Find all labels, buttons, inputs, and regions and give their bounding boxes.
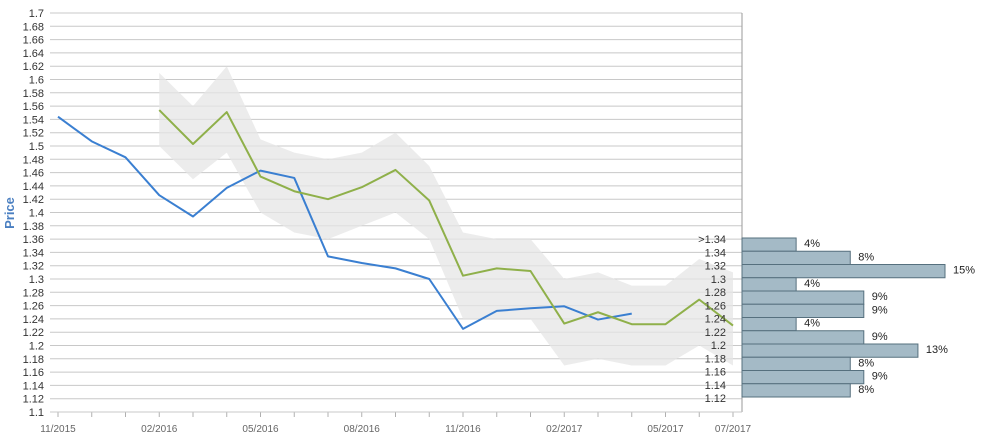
y-tick-label: 1.64 [23,48,44,60]
histogram-bin-label: 1.26 [705,300,726,312]
y-axis-label: Price [2,197,17,229]
y-tick-label: 1.48 [23,154,44,166]
histogram-percent-label: 8% [858,251,874,263]
y-tick-label: 1.52 [23,128,44,140]
histogram-percent-label: 9% [872,331,888,343]
y-tick-label: 1.34 [23,247,44,259]
y-tick-label: 1.16 [23,367,44,379]
y-tick-label: 1.14 [23,380,44,392]
y-tick-label: 1.28 [23,287,44,299]
histogram-bar [741,317,797,332]
histogram-percent-label: 8% [858,384,874,396]
histogram-bar [741,290,865,305]
histogram-bin-label: 1.28 [705,287,726,299]
actual-line [57,115,632,330]
histogram-percent-label: 9% [872,371,888,383]
histogram-bin-label: 1.3 [711,274,726,286]
y-tick-label: 1.62 [23,61,44,73]
histogram-percent-label: 15% [953,265,975,277]
y-tick-label: 1.2 [29,341,44,353]
x-tick-label: 11/2015 [40,424,76,435]
y-tick-label: 1.46 [23,168,44,180]
histogram-bin-label: 1.14 [705,380,726,392]
x-tick-label: 08/2016 [344,424,381,435]
y-tick-label: 1.42 [23,194,44,206]
histogram-bar [741,237,797,252]
y-tick-label: 1.44 [23,181,44,193]
y-tick-label: 1.22 [23,327,44,339]
confidence-band [159,66,733,366]
x-tick-label: 05/2016 [242,424,279,435]
distribution-histogram: >1.34 4% 1.34 8% 1.32 15% 1.3 4% 1.28 9% 1.26 9% 1.2… [698,234,975,405]
y-tick-label: 1.66 [23,35,44,47]
y-tick-label: 1.18 [23,354,44,366]
y-tick-label: 1.38 [23,221,44,233]
x-tick-label: 02/2016 [141,424,178,435]
x-tick-label: 02/2017 [546,424,583,435]
histogram-bin-label: 1.18 [705,353,726,365]
histogram-bar [741,303,865,318]
y-tick-label: 1.24 [23,314,44,326]
histogram-bin-label: 1.34 [705,247,726,259]
histogram-bar [741,264,946,279]
y-tick-label: 1.32 [23,261,44,273]
series-lines [57,109,734,330]
histogram-bin-label: 1.16 [705,367,726,379]
histogram-bin-label: 1.24 [705,314,726,326]
histogram-percent-label: 9% [872,304,888,316]
x-tick-label: 05/2017 [647,424,684,435]
histogram-bar [741,343,919,358]
x-tick-label: 07/2017 [715,424,752,435]
histogram-percent-label: 13% [926,344,948,356]
y-tick-label: 1.5 [29,141,44,153]
y-tick-label: 1.6 [29,75,44,87]
y-tick-label: 1.12 [23,394,44,406]
y-tick-label: 1.58 [23,88,44,100]
y-tick-label: 1.68 [23,21,44,33]
y-tick-label: 1.1 [29,407,44,419]
histogram-percent-label: 9% [872,291,888,303]
y-tick-label: 1.7 [29,8,44,20]
histogram-percent-label: 4% [804,238,820,250]
y-tick-label: 1.26 [23,301,44,313]
histogram-bin-label: 1.22 [705,327,726,339]
y-axis-ticks: 1.71.681.661.641.621.61.581.561.541.521.… [23,8,44,419]
histogram-bin-label: 1.2 [711,340,726,352]
x-tick-label: 11/2016 [445,424,481,435]
y-tick-label: 1.56 [23,101,44,113]
histogram-bar [741,356,851,371]
histogram-percent-label: 8% [858,357,874,369]
x-axis-ticks: 11/2015 02/2016 05/2016 08/2016 11/2016 02/20… [40,412,752,435]
histogram-percent-label: 4% [804,318,820,330]
histogram-bar [741,370,865,385]
histogram-bar [741,330,865,345]
histogram-bar [741,277,797,292]
histogram-bar [741,383,851,398]
y-tick-label: 1.36 [23,234,44,246]
y-tick-label: 1.54 [23,114,44,126]
histogram-bar [741,250,851,265]
forecast-line [158,109,734,327]
y-tick-label: 1.4 [29,208,44,220]
y-tick-label: 1.3 [29,274,44,286]
histogram-bin-label: 1.32 [705,261,726,273]
histogram-bin-label: >1.34 [698,234,726,246]
histogram-percent-label: 4% [804,278,820,290]
histogram-bin-label: 1.12 [705,393,726,405]
